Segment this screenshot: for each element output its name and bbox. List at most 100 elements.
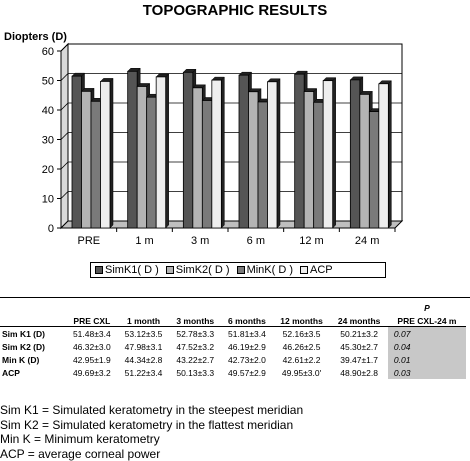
bar bbox=[127, 70, 138, 229]
y-tick-label: 20 bbox=[42, 164, 54, 176]
table-cell: 44.34±2.8 bbox=[124, 354, 163, 365]
table-cell: 49.57±2.9 bbox=[228, 367, 266, 378]
p-value-cell: 0.07 bbox=[387, 326, 466, 340]
bar bbox=[248, 91, 259, 229]
bar bbox=[359, 93, 370, 229]
gridline-side bbox=[60, 161, 69, 170]
y-tick-label: 0 bbox=[48, 223, 54, 235]
column-header: PRE CXL bbox=[73, 316, 111, 326]
bar bbox=[378, 83, 389, 229]
x-tick-label: 24 m bbox=[355, 235, 379, 247]
legend-item: SimK1( D ) bbox=[95, 264, 159, 276]
bar bbox=[368, 111, 380, 229]
bar bbox=[303, 91, 315, 229]
y-tick-label: 30 bbox=[42, 135, 54, 147]
legend-label: SimK1( D ) bbox=[105, 264, 159, 276]
bar bbox=[81, 90, 92, 229]
bar bbox=[267, 81, 278, 229]
chart-svg: TOPOGRAPHIC RESULTS Diopters (D) 0 10 20 30… bbox=[4, 2, 404, 247]
gridline-side bbox=[60, 191, 69, 199]
table-cell: 42.61±2.2 bbox=[282, 354, 321, 365]
bar bbox=[192, 87, 203, 229]
table-cell: 47.52±3.2 bbox=[176, 341, 215, 352]
gridline-side bbox=[60, 102, 69, 111]
footnote-simk2: Sim K2 = Simulated keratometry in the fl… bbox=[0, 417, 294, 432]
column-header: 3 months bbox=[176, 316, 215, 326]
table-cell: 42.95±1.9 bbox=[72, 354, 111, 365]
row-label: ACP bbox=[2, 367, 20, 378]
table-row: Min K (D) 42.95±1.9 44.34±2.8 43.22±2.7 … bbox=[0, 353, 466, 366]
bar bbox=[211, 79, 222, 229]
bar-side bbox=[109, 77, 114, 229]
bar-side bbox=[276, 78, 281, 229]
bar bbox=[349, 79, 361, 229]
bar bbox=[71, 75, 82, 229]
table-row: ACP 49.69±3.2 51.22±3.4 50.13±3.3 49.57±… bbox=[0, 366, 466, 379]
bar bbox=[100, 81, 111, 229]
table-cell: 50.13±3.3 bbox=[176, 367, 215, 378]
bar bbox=[322, 80, 334, 229]
legend-label: SimK2( D ) bbox=[175, 264, 230, 276]
table-cell: 42.73±2.0 bbox=[228, 354, 266, 365]
table-header-row: PRE CXL 1 month 3 months 6 months 12 mon… bbox=[0, 313, 466, 327]
plot-area: 0 10 20 30 40 50 60 PRE 1 m 3 m 6 m 12 m 24 m bbox=[42, 42, 404, 247]
bar bbox=[201, 100, 213, 229]
bar bbox=[257, 101, 268, 229]
x-tick-label: 12 m bbox=[299, 235, 323, 247]
table-cell: 49.69±3.2 bbox=[72, 367, 111, 378]
bar bbox=[182, 71, 194, 229]
row-label: Min K (D) bbox=[2, 354, 40, 365]
gridline-side bbox=[60, 43, 69, 52]
table-row: Sim K1 (D) 51.48±3.4 53.12±3.5 52.78±3.3… bbox=[0, 326, 466, 340]
column-header: 24 months bbox=[337, 316, 381, 326]
table-cell: 48.90±2.8 bbox=[340, 367, 378, 378]
bar bbox=[90, 100, 101, 229]
column-header: 12 months bbox=[280, 316, 323, 326]
legend-item: ACP bbox=[300, 264, 333, 276]
legend-swatch bbox=[95, 266, 103, 274]
p-value-cell: 0.01 bbox=[387, 353, 466, 366]
legend-item: SimK2( D ) bbox=[165, 264, 230, 276]
bar-side bbox=[165, 73, 169, 229]
legend-swatch bbox=[300, 266, 309, 274]
row-label: Sim K1 (D) bbox=[0, 326, 66, 340]
bar bbox=[238, 74, 249, 229]
legend-item: MinK( D ) bbox=[236, 264, 294, 276]
column-header: 6 months bbox=[228, 316, 266, 326]
table-row: Sim K2 (D) 46.32±3.0 47.98±3.1 47.52±3.2… bbox=[0, 340, 466, 353]
y-axis-label: Diopters (D) bbox=[4, 31, 67, 43]
footnote-simk1: Sim K1 = Simulated keratometry in the st… bbox=[0, 403, 304, 417]
row-label: Sim K2 (D) bbox=[2, 341, 45, 352]
bar bbox=[313, 101, 324, 229]
table-cell: 46.19±2.9 bbox=[228, 341, 266, 352]
p-header-symbol: P bbox=[424, 303, 430, 313]
y-tick-label: 40 bbox=[42, 105, 54, 117]
bar bbox=[155, 76, 167, 229]
x-tick-label: 3 m bbox=[191, 235, 209, 247]
bar-side bbox=[388, 80, 392, 229]
table-cell: 49.95±3.0' bbox=[281, 367, 322, 378]
legend: SimK1( D ) SimK2( D ) MinK( D ) ACP bbox=[90, 262, 386, 278]
table-cell: 51.22±3.4 bbox=[124, 367, 163, 378]
table-cell: 46.32±3.0 bbox=[72, 341, 111, 352]
x-tick-label: PRE bbox=[78, 235, 101, 247]
p-value-cell: 0.04 bbox=[387, 340, 466, 353]
table-cell: 39.47±1.7 bbox=[340, 354, 378, 365]
column-header: 1 month bbox=[127, 316, 161, 326]
table-cell: 43.22±2.7 bbox=[176, 354, 215, 365]
legend-label: MinK( D ) bbox=[246, 264, 294, 276]
section-divider bbox=[0, 297, 470, 298]
y-tick-label: 10 bbox=[42, 194, 54, 206]
legend-swatch bbox=[165, 266, 174, 274]
footnote-acp: ACP = average corneal power bbox=[0, 446, 161, 461]
table-cell: 47.98±3.1 bbox=[124, 341, 163, 352]
bar bbox=[136, 86, 148, 229]
table-cell: 46.26±2.5 bbox=[282, 341, 321, 352]
p-header-label: PRE CXL-24 m bbox=[397, 316, 457, 326]
legend-swatch bbox=[236, 266, 245, 274]
gridline-side bbox=[60, 132, 69, 140]
table-cell: 53.12±3.5 bbox=[117, 326, 170, 340]
x-tick-label: 6 m bbox=[247, 235, 265, 247]
bar-side bbox=[221, 76, 225, 229]
table-cell: 50.21±3.2 bbox=[330, 326, 388, 340]
